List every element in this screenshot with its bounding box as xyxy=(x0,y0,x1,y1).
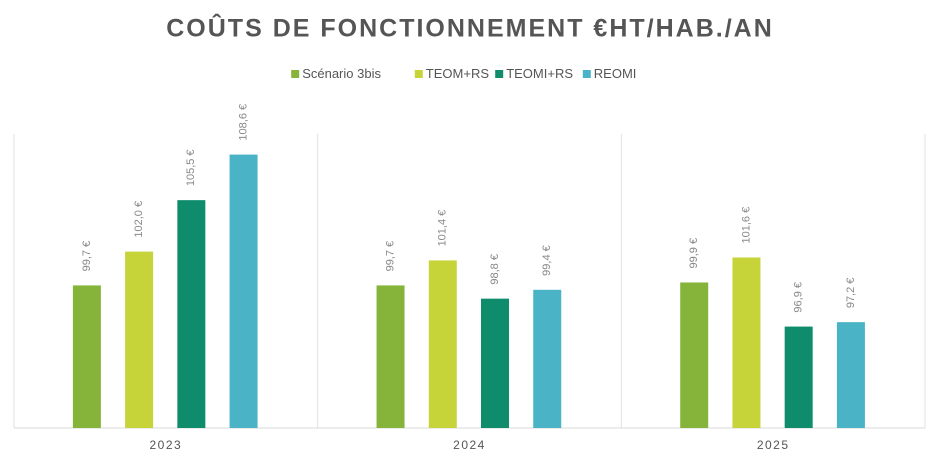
legend-swatch xyxy=(495,70,504,78)
value-label: 105,5 € xyxy=(185,149,197,186)
chart-title: COÛTS DE FONCTIONNEMENT €HT/HAB./AN xyxy=(166,13,774,43)
bar xyxy=(125,251,154,428)
legend-swatch xyxy=(582,70,591,78)
value-label: 96,9 € xyxy=(793,282,805,313)
value-label: 108,6 € xyxy=(237,104,249,141)
bar xyxy=(533,289,562,428)
bar xyxy=(836,322,865,428)
value-label: 101,6 € xyxy=(740,207,752,244)
legend-swatch xyxy=(414,70,423,78)
x-tick-label: 2024 xyxy=(453,438,486,452)
legend-label: TEOMI+RS xyxy=(506,66,573,81)
bar xyxy=(428,260,457,428)
value-label: 99,9 € xyxy=(688,238,700,269)
value-label: 102,0 € xyxy=(133,201,145,238)
bar xyxy=(72,285,101,428)
bar xyxy=(732,257,761,428)
legend-label: TEOM+RS xyxy=(426,66,490,81)
bar xyxy=(177,200,206,428)
bar xyxy=(481,298,510,428)
bar xyxy=(229,154,258,428)
value-label: 99,7 € xyxy=(81,241,93,272)
value-label: 99,7 € xyxy=(384,241,396,272)
value-label: 98,8 € xyxy=(489,254,501,285)
bar xyxy=(784,326,813,428)
x-tick-label: 2023 xyxy=(149,438,182,452)
bar xyxy=(376,285,405,428)
legend-label: Scénario 3bis xyxy=(302,66,381,81)
legend-swatch xyxy=(291,70,300,78)
value-label: 99,4 € xyxy=(541,245,553,276)
x-tick-label: 2025 xyxy=(757,438,790,452)
value-label: 97,2 € xyxy=(845,278,857,309)
legend-label: REOMI xyxy=(594,66,637,81)
value-label: 101,4 € xyxy=(437,210,449,247)
bar xyxy=(680,282,709,428)
